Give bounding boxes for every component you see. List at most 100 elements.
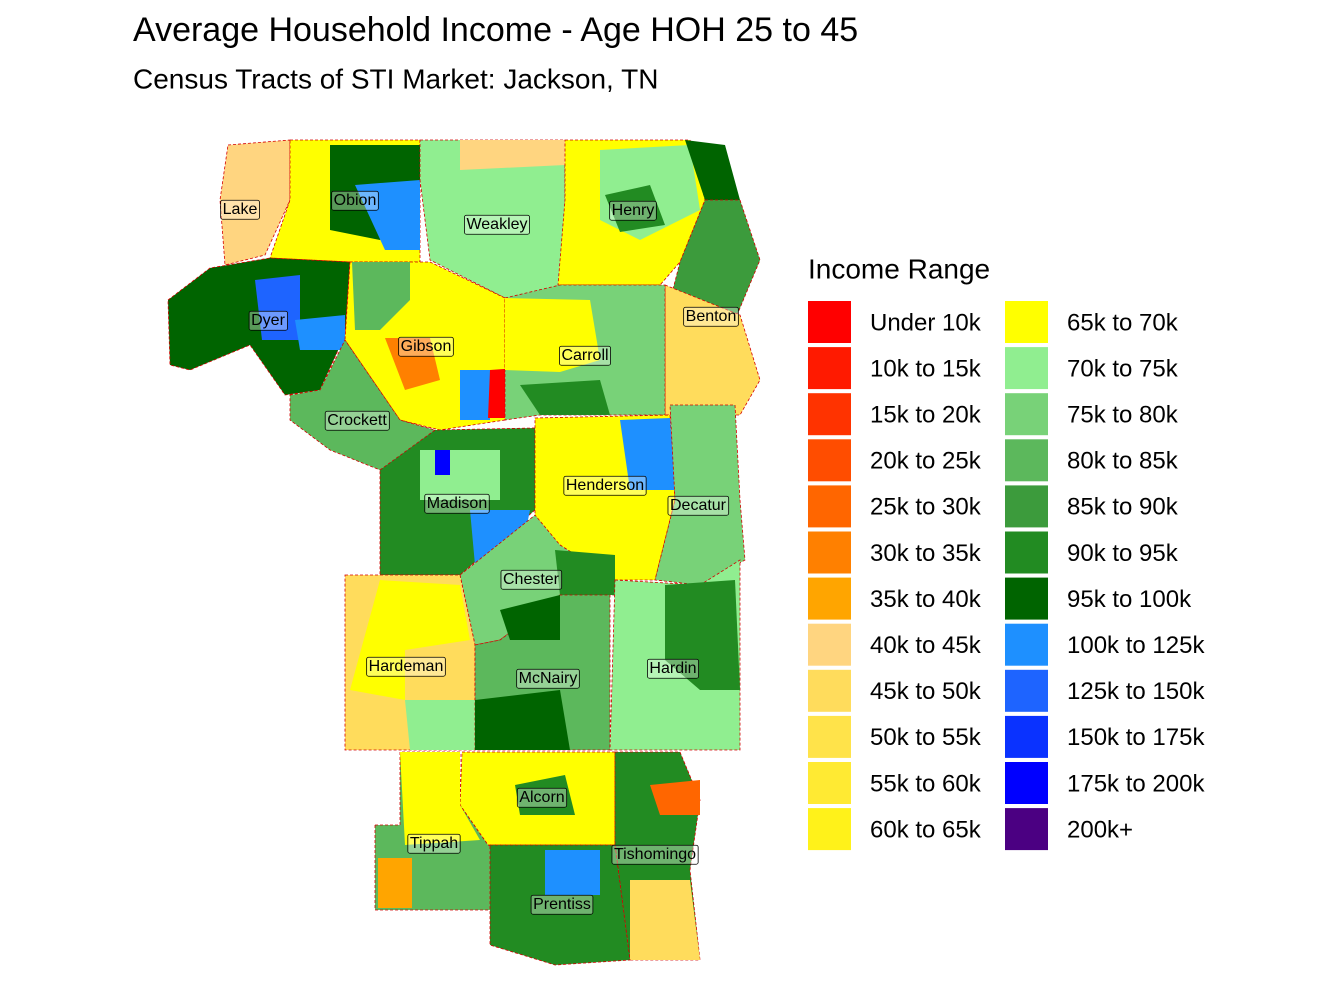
legend-label: 45k to 50k: [870, 678, 982, 705]
legend-swatch: [808, 439, 851, 482]
title: Average Household Income - Age HOH 25 to…: [133, 11, 858, 49]
legend-label: 175k to 200k: [1067, 770, 1205, 797]
region: [350, 580, 470, 700]
legend-swatch: [1005, 347, 1048, 390]
label-box: [398, 336, 454, 357]
legend-label: 125k to 150k: [1067, 678, 1205, 705]
legend-swatch: [1005, 393, 1048, 436]
county-label: Hardin: [649, 660, 696, 677]
legend-title: Income Range: [808, 253, 990, 284]
legend-label: 90k to 95k: [1067, 540, 1179, 567]
region: [420, 450, 500, 500]
legend-swatch: [1005, 485, 1048, 528]
legend-swatch: [1005, 301, 1048, 343]
county-label: Henry: [612, 202, 655, 219]
legend-label: 65k to 70k: [1067, 309, 1179, 336]
legend-swatch: [808, 808, 851, 851]
region: [295, 315, 345, 350]
region: [460, 370, 490, 420]
region: [555, 550, 615, 595]
label-box: [516, 787, 568, 808]
legend-label: 80k to 85k: [1067, 448, 1179, 475]
county-label: Chester: [503, 571, 560, 588]
region: [355, 180, 420, 250]
label-box: [559, 345, 611, 366]
label-box: [220, 199, 260, 220]
region: [620, 418, 675, 490]
label-box: [647, 658, 699, 679]
legend-label: 10k to 15k: [870, 355, 982, 382]
county-label: Obion: [334, 192, 377, 209]
county-label: McNairy: [519, 670, 578, 687]
region: [630, 880, 700, 960]
legend-swatch: [808, 577, 851, 620]
region: [505, 298, 600, 372]
legend-label: 55k to 60k: [870, 770, 982, 797]
legend-swatch: [1005, 439, 1048, 482]
county-label: Crockett: [327, 412, 387, 429]
county-label: Hardeman: [369, 658, 444, 675]
legend-swatch: [1005, 808, 1048, 851]
legend-swatch: [808, 669, 851, 712]
label-box: [248, 310, 288, 331]
county-label: Dyer: [251, 312, 285, 329]
region: [255, 275, 300, 340]
legend-label: 35k to 40k: [870, 586, 982, 613]
region: [515, 775, 575, 815]
region: [378, 858, 412, 908]
legend: Under 10k 10k to 15k 15k to 20k 20k to 25k 2…: [808, 301, 1205, 851]
legend-label: 85k to 90k: [1067, 494, 1179, 521]
county-label: Alcorn: [519, 789, 564, 806]
label-box: [611, 844, 699, 865]
county-label: Gibson: [401, 338, 452, 355]
region: [475, 690, 570, 750]
legend-label: 15k to 20k: [870, 402, 982, 429]
region: [520, 380, 610, 415]
region: [500, 595, 560, 640]
region: [460, 140, 565, 170]
legend-label: 30k to 35k: [870, 540, 982, 567]
county-label: Lake: [223, 201, 258, 218]
legend-swatch: [1005, 669, 1048, 712]
region: [664, 284, 761, 416]
region: [435, 450, 450, 475]
county-labels: Lake Obion Weakley Henry Dyer Benton Gib…: [220, 190, 739, 915]
legend-label: 150k to 175k: [1067, 724, 1205, 751]
region: [664, 199, 761, 321]
map: [167, 139, 761, 966]
label-box: [683, 306, 739, 327]
legend-swatch: [1005, 623, 1048, 666]
label-box: [331, 190, 379, 211]
county-label: Tishomingo: [614, 846, 696, 863]
label-box: [464, 214, 530, 235]
legend-swatch: [808, 623, 851, 666]
legend-swatch: [808, 485, 851, 528]
legend-swatch: [1005, 715, 1048, 758]
county-label: Benton: [686, 308, 737, 325]
subtitle: Census Tracts of STI Market: Jackson, TN: [133, 63, 658, 94]
region: [650, 780, 700, 815]
label-box: [667, 495, 730, 516]
legend-label: 20k to 25k: [870, 448, 982, 475]
legend-label: 75k to 80k: [1067, 402, 1179, 429]
legend-swatch: [808, 393, 851, 436]
label-box: [366, 656, 446, 677]
county-label: Henderson: [566, 477, 644, 494]
region: [545, 850, 600, 895]
label-box: [324, 410, 390, 431]
county-label: Carroll: [561, 347, 608, 364]
legend-label: 25k to 30k: [870, 494, 982, 521]
county-label: Tippah: [410, 835, 458, 852]
county-label: Weakley: [466, 216, 527, 233]
county-label: Decatur: [670, 497, 727, 514]
label-box: [530, 894, 594, 915]
county-label: Prentiss: [533, 896, 591, 913]
region: [400, 752, 480, 845]
legend-swatch: [808, 762, 851, 804]
label-box: [563, 475, 647, 496]
legend-label: 70k to 75k: [1067, 355, 1179, 382]
region: [405, 700, 475, 750]
legend-label: 95k to 100k: [1067, 586, 1192, 613]
label-box: [500, 569, 563, 590]
